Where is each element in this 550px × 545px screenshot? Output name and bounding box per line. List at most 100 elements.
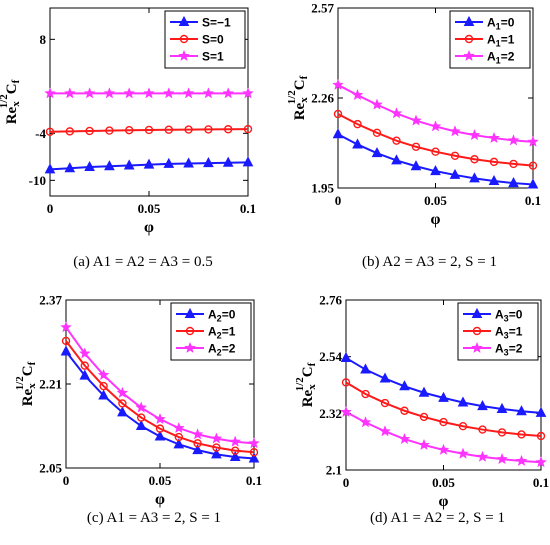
y-tick-label: 2.05 xyxy=(39,461,62,476)
legend-label: A2=0 xyxy=(208,308,236,324)
panel-c: 0 0.05 0.1 2.37 2.21 2.05 φ Rex1/2Cf A2=0A2=1A2=… xyxy=(14,293,262,527)
data-point xyxy=(390,107,403,119)
data-point xyxy=(418,386,430,397)
data-point xyxy=(438,391,449,402)
legend-label: A3=2 xyxy=(495,342,523,358)
data-point xyxy=(135,401,148,413)
panel-caption: (b) A2 = A3 = 2, S = 1 xyxy=(362,254,497,270)
data-point xyxy=(437,443,450,455)
data-point xyxy=(63,87,76,99)
data-point xyxy=(163,157,175,168)
series-line xyxy=(345,357,542,414)
series-2 xyxy=(60,321,260,449)
data-point xyxy=(508,176,519,188)
data-point xyxy=(450,151,460,160)
legend-label: A2=2 xyxy=(208,342,236,358)
data-point xyxy=(249,448,259,457)
data-point xyxy=(204,125,213,134)
data-point xyxy=(497,428,507,437)
data-point xyxy=(97,368,110,381)
legend-marker xyxy=(184,341,196,354)
series-line xyxy=(337,133,534,186)
data-point xyxy=(118,399,127,408)
data-point xyxy=(527,178,539,189)
legend-marker xyxy=(185,326,195,336)
data-point xyxy=(117,406,128,417)
data-point xyxy=(509,159,518,169)
x-axis-label: φ xyxy=(431,211,441,228)
data-point xyxy=(143,158,155,169)
data-point xyxy=(507,134,520,146)
series-2 xyxy=(332,78,539,147)
data-point xyxy=(379,372,391,383)
data-point xyxy=(535,456,547,468)
panel-caption: (c) A1 = A3 = 2, S = 1 xyxy=(87,510,221,526)
series-line xyxy=(337,113,534,167)
data-point xyxy=(143,87,155,99)
data-point xyxy=(371,98,383,110)
series-line xyxy=(49,128,249,133)
legend-marker xyxy=(464,34,474,44)
data-point xyxy=(468,128,481,141)
data-point xyxy=(79,369,91,380)
data-point xyxy=(380,398,390,408)
data-point xyxy=(84,160,95,172)
data-point xyxy=(536,431,546,441)
data-point xyxy=(411,142,421,151)
data-point xyxy=(496,452,508,465)
data-point xyxy=(193,439,202,448)
data-point xyxy=(192,444,203,455)
data-point xyxy=(211,448,222,459)
data-point xyxy=(399,380,410,391)
legend: S=−1 S=0 S=1 xyxy=(164,10,246,69)
data-point xyxy=(98,389,109,400)
legend-marker xyxy=(471,341,483,354)
data-point xyxy=(359,416,372,428)
data-point xyxy=(229,435,242,447)
data-point xyxy=(248,452,260,463)
data-point xyxy=(488,174,500,186)
data-point xyxy=(99,381,108,391)
x-tick-label: 0.05 xyxy=(432,475,455,490)
legend-label: A1=0 xyxy=(487,16,515,32)
data-point xyxy=(80,361,90,370)
y-tick-label: 2.1 xyxy=(326,463,342,478)
data-point xyxy=(429,120,442,132)
data-point xyxy=(61,336,71,346)
legend-label: S=0 xyxy=(202,33,224,47)
data-point xyxy=(371,147,383,158)
data-point xyxy=(391,154,402,165)
data-point xyxy=(488,131,500,144)
y-tick-label: 2.54 xyxy=(319,349,342,364)
x-tick-label: 0.1 xyxy=(525,193,541,208)
legend-label: S=1 xyxy=(202,50,224,64)
data-point xyxy=(162,87,175,99)
y-tick-label: 2.21 xyxy=(39,377,62,392)
x-tick-label: 0.05 xyxy=(424,193,447,208)
data-point xyxy=(341,378,351,387)
legend-label: A1=1 xyxy=(487,33,515,49)
panel-b: 0 0.05 0.1 2.57 2.26 1.95 φ Rex1/2Cf A1=0A1=1A1=… xyxy=(286,1,541,271)
panel-d: 0 0.05 0.1 2.76 2.54 2.32 2.1 φ Rex1/2Cf A3=0A3=1… xyxy=(294,293,549,527)
data-point xyxy=(64,162,76,173)
data-point xyxy=(361,389,370,399)
data-point xyxy=(60,321,72,333)
legend-marker xyxy=(178,49,190,62)
x-tick-label: 0 xyxy=(63,473,70,488)
data-point xyxy=(496,402,508,413)
data-point xyxy=(116,386,129,398)
series-0 xyxy=(340,351,547,417)
data-point xyxy=(332,128,344,139)
data-point xyxy=(418,438,430,451)
x-tick-label: 0.1 xyxy=(533,475,549,490)
data-point xyxy=(515,454,528,467)
data-point xyxy=(172,421,185,434)
series-line xyxy=(345,411,542,464)
data-point xyxy=(173,438,185,449)
x-axis-label: φ xyxy=(144,219,154,236)
data-point xyxy=(202,87,215,99)
data-point xyxy=(212,443,221,452)
y-tick-label: 2.37 xyxy=(39,293,62,308)
y-axis-label: Rex1/2Cf xyxy=(286,75,310,120)
